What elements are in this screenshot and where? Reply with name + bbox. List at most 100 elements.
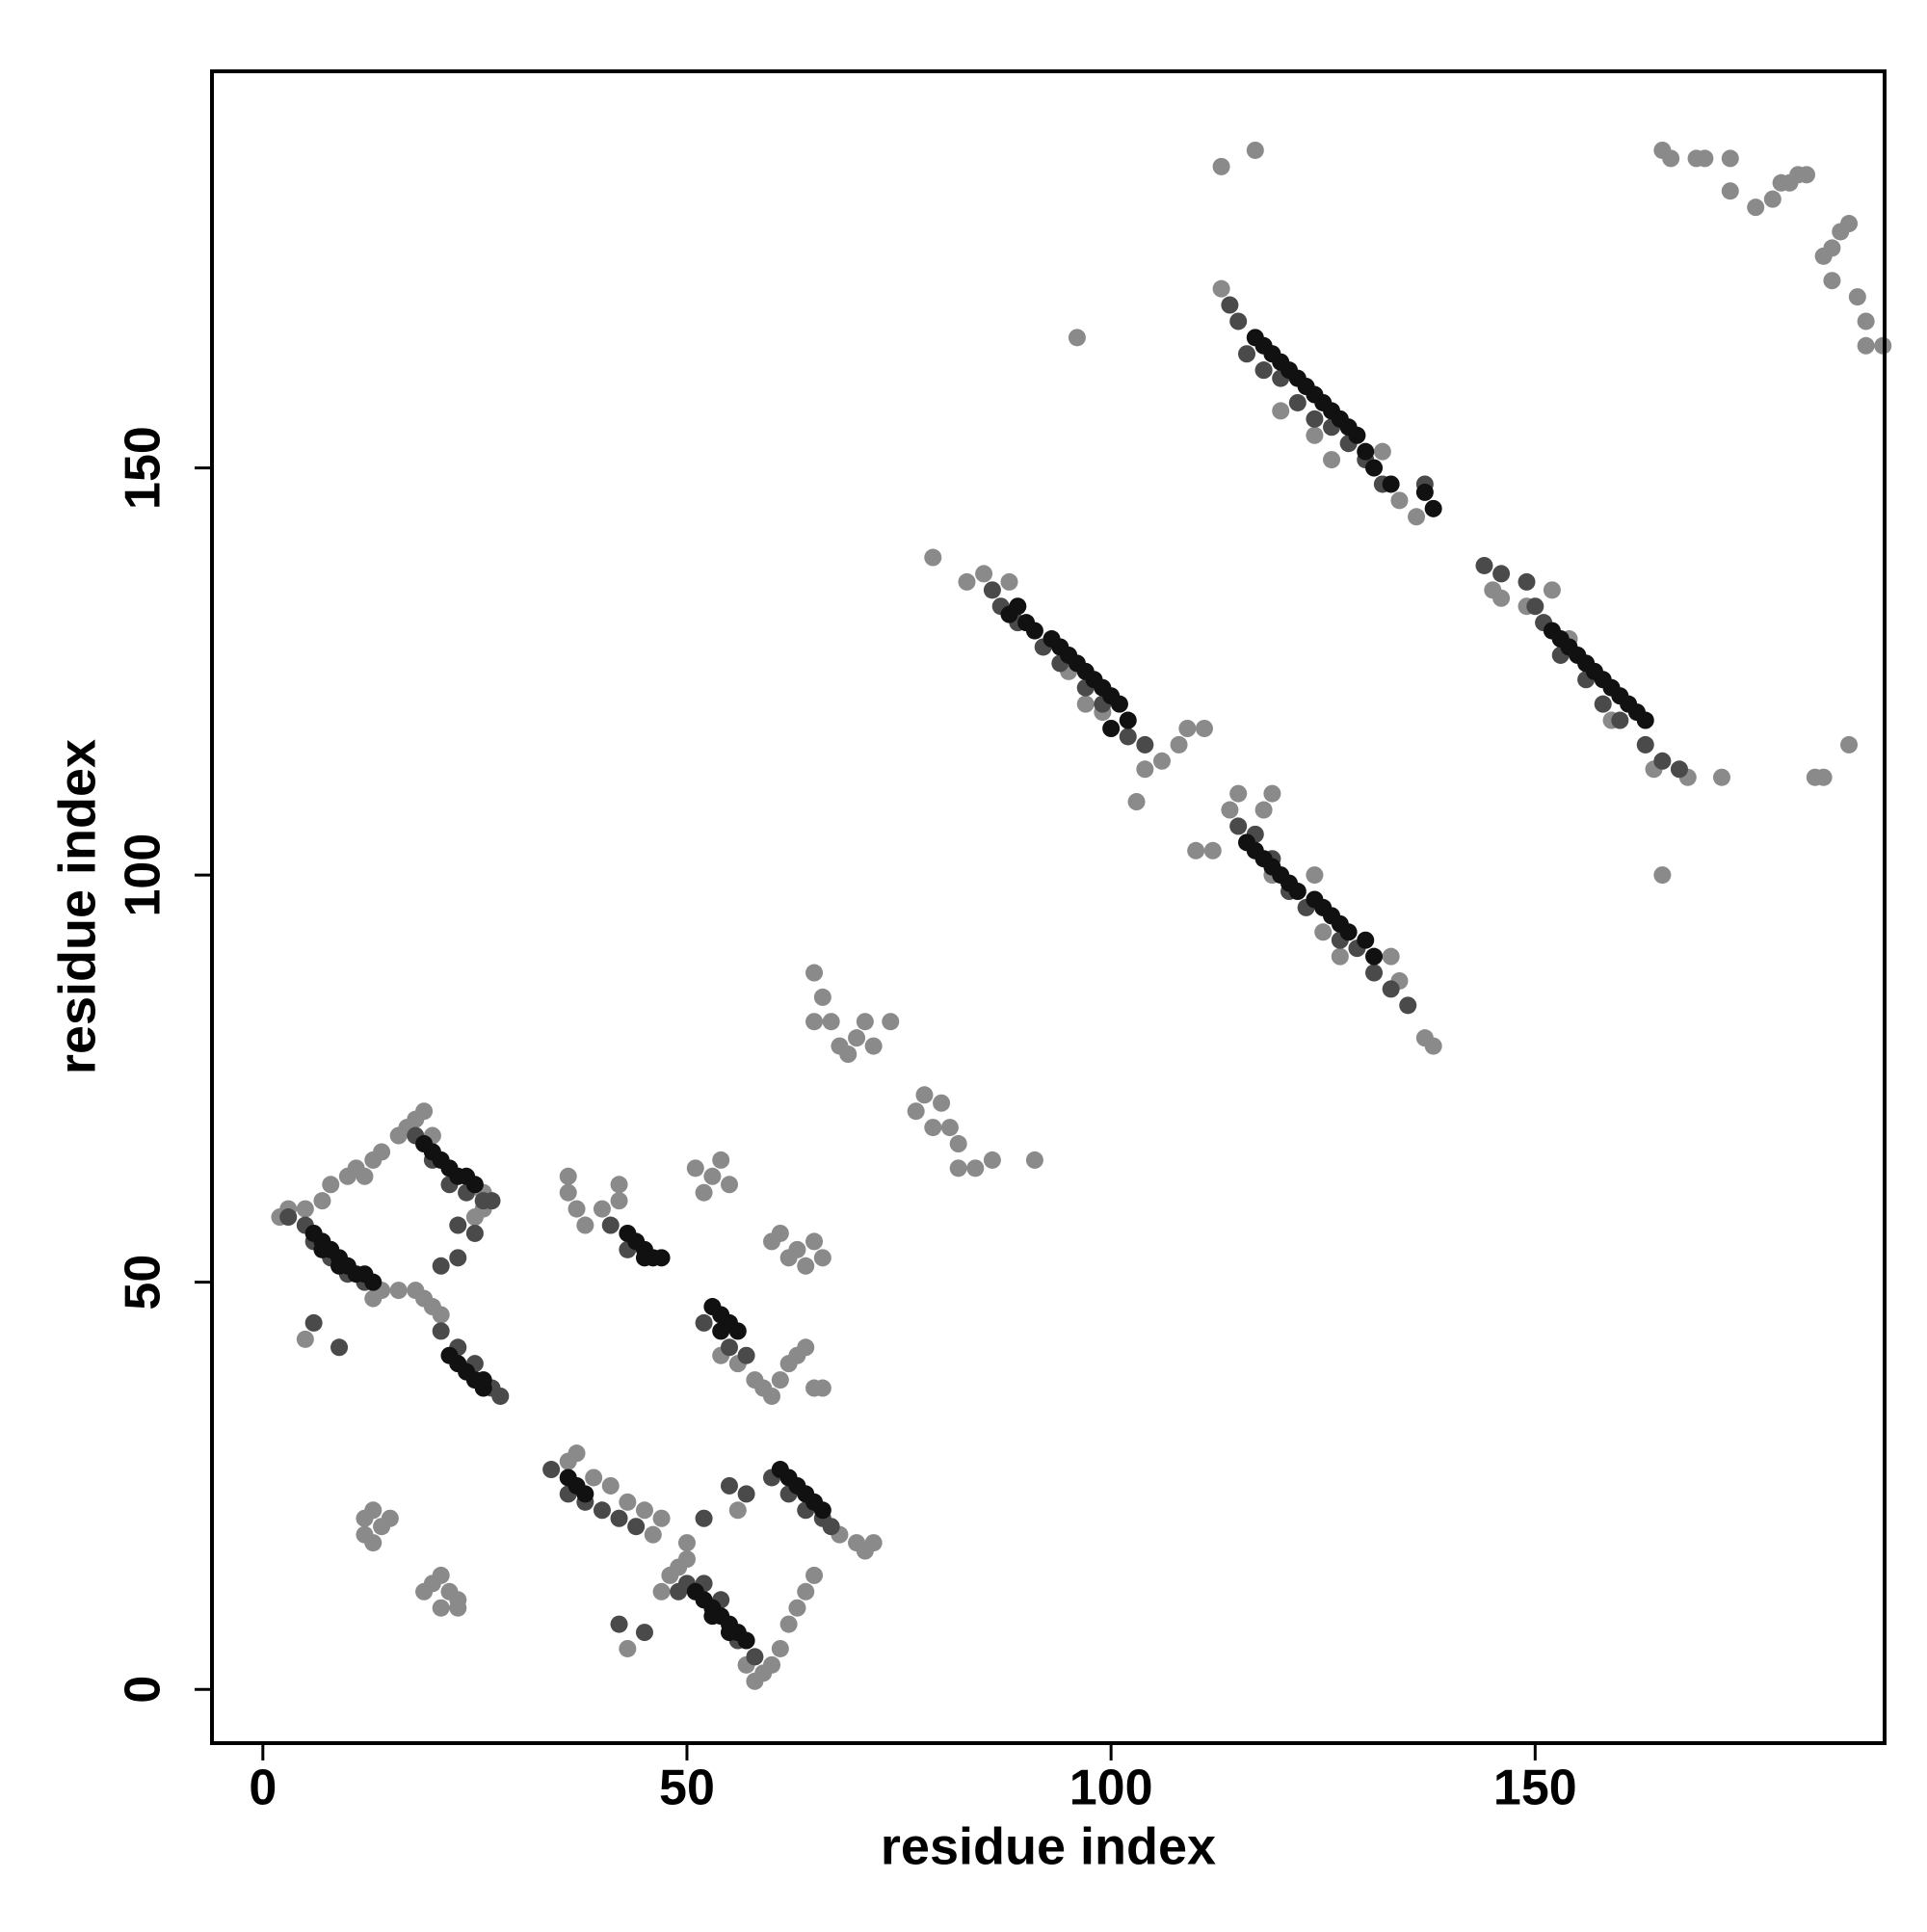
contact-point — [1721, 149, 1739, 168]
contact-point — [1857, 336, 1875, 355]
contact-point — [449, 1249, 467, 1267]
contact-point — [601, 1476, 620, 1495]
contact-point — [1025, 1151, 1043, 1169]
contact-point — [864, 1534, 883, 1552]
contact-point — [856, 1013, 874, 1031]
contact-point — [1823, 239, 1841, 257]
contact-point — [975, 565, 993, 583]
contact-point — [1246, 141, 1264, 159]
contact-point — [601, 1216, 620, 1234]
contact-point — [296, 1330, 314, 1348]
contact-point — [1373, 442, 1391, 461]
contact-point — [1543, 581, 1561, 599]
y-axis-title: residue index — [48, 739, 106, 1074]
contact-point — [712, 1151, 730, 1169]
contact-point — [1331, 947, 1349, 966]
contact-point — [364, 1534, 383, 1552]
contact-point — [940, 1119, 959, 1137]
contact-point — [737, 1631, 755, 1650]
contact-point — [313, 1240, 331, 1258]
contact-point — [559, 1183, 577, 1202]
contact-point — [364, 1501, 383, 1520]
contact-point — [635, 1624, 653, 1642]
contact-point — [737, 1485, 755, 1503]
contact-point — [576, 1216, 594, 1234]
contact-point — [1636, 735, 1654, 754]
contact-point — [593, 1501, 611, 1520]
contact-point — [1857, 312, 1875, 331]
contact-point — [610, 1176, 628, 1194]
contact-point — [813, 988, 832, 1006]
contact-point — [635, 1501, 653, 1520]
contact-point — [1365, 964, 1384, 982]
contact-point — [1415, 483, 1434, 501]
contact-point — [1696, 149, 1714, 168]
contact-point — [805, 964, 824, 982]
contact-point — [933, 1094, 951, 1112]
contact-point — [1721, 182, 1739, 200]
contact-point — [1365, 947, 1384, 966]
contact-point — [373, 1143, 391, 1161]
y-tick-label: 150 — [116, 426, 172, 510]
contact-point — [330, 1257, 349, 1275]
contact-point — [465, 1224, 484, 1242]
contact-point — [720, 1624, 738, 1642]
contact-point — [1306, 410, 1324, 428]
contact-point — [1492, 589, 1511, 607]
contact-point — [381, 1509, 399, 1527]
contact-point — [1840, 215, 1859, 233]
contact-point — [542, 1461, 561, 1479]
contact-point — [720, 1338, 738, 1357]
contact-point — [771, 1639, 789, 1657]
contact-point — [813, 1379, 832, 1397]
contact-point — [483, 1192, 501, 1210]
contact-point — [491, 1387, 510, 1405]
contact-point — [1221, 296, 1239, 314]
contact-point — [864, 1037, 883, 1055]
contact-point — [797, 1257, 815, 1275]
contact-point — [1187, 841, 1205, 860]
contact-point — [449, 1599, 467, 1617]
contact-point — [958, 572, 976, 591]
contact-point — [474, 1371, 492, 1389]
contact-point — [389, 1282, 408, 1300]
contact-point — [1212, 279, 1230, 298]
x-tick-label: 150 — [1493, 1760, 1577, 1816]
contact-point — [1203, 841, 1222, 860]
contact-point — [813, 1501, 832, 1520]
contact-point — [1424, 1037, 1442, 1055]
contact-point — [1518, 572, 1536, 591]
contact-point — [1254, 801, 1273, 819]
contact-point — [1348, 426, 1366, 444]
contact-point — [585, 1469, 603, 1487]
contact-point — [619, 1493, 637, 1511]
contact-point — [763, 1387, 781, 1405]
contact-point — [1357, 931, 1375, 949]
x-tick-label: 50 — [659, 1760, 715, 1816]
x-tick-label: 0 — [249, 1760, 277, 1816]
contact-point — [949, 1135, 967, 1153]
contact-point — [1306, 866, 1324, 885]
contact-point — [797, 1582, 815, 1601]
contact-point — [652, 1249, 671, 1267]
contact-point — [779, 1615, 798, 1633]
contact-point — [1594, 695, 1612, 713]
contact-point — [1195, 719, 1213, 737]
contact-point — [728, 1501, 747, 1520]
contact-point — [1611, 711, 1629, 729]
contact-point — [356, 1167, 374, 1185]
contact-point — [1408, 508, 1426, 526]
y-tick-label: 0 — [116, 1676, 172, 1704]
contact-point — [1475, 556, 1493, 574]
contact-point — [279, 1208, 298, 1227]
contact-point — [1747, 198, 1765, 217]
contact-point — [822, 1013, 840, 1031]
contact-point — [949, 1159, 967, 1178]
contact-point — [771, 1371, 789, 1389]
contact-point — [1221, 801, 1239, 819]
contact-point — [1823, 272, 1841, 290]
contact-point — [915, 1086, 934, 1104]
contact-point — [1848, 288, 1866, 306]
contact-point — [1110, 695, 1128, 713]
